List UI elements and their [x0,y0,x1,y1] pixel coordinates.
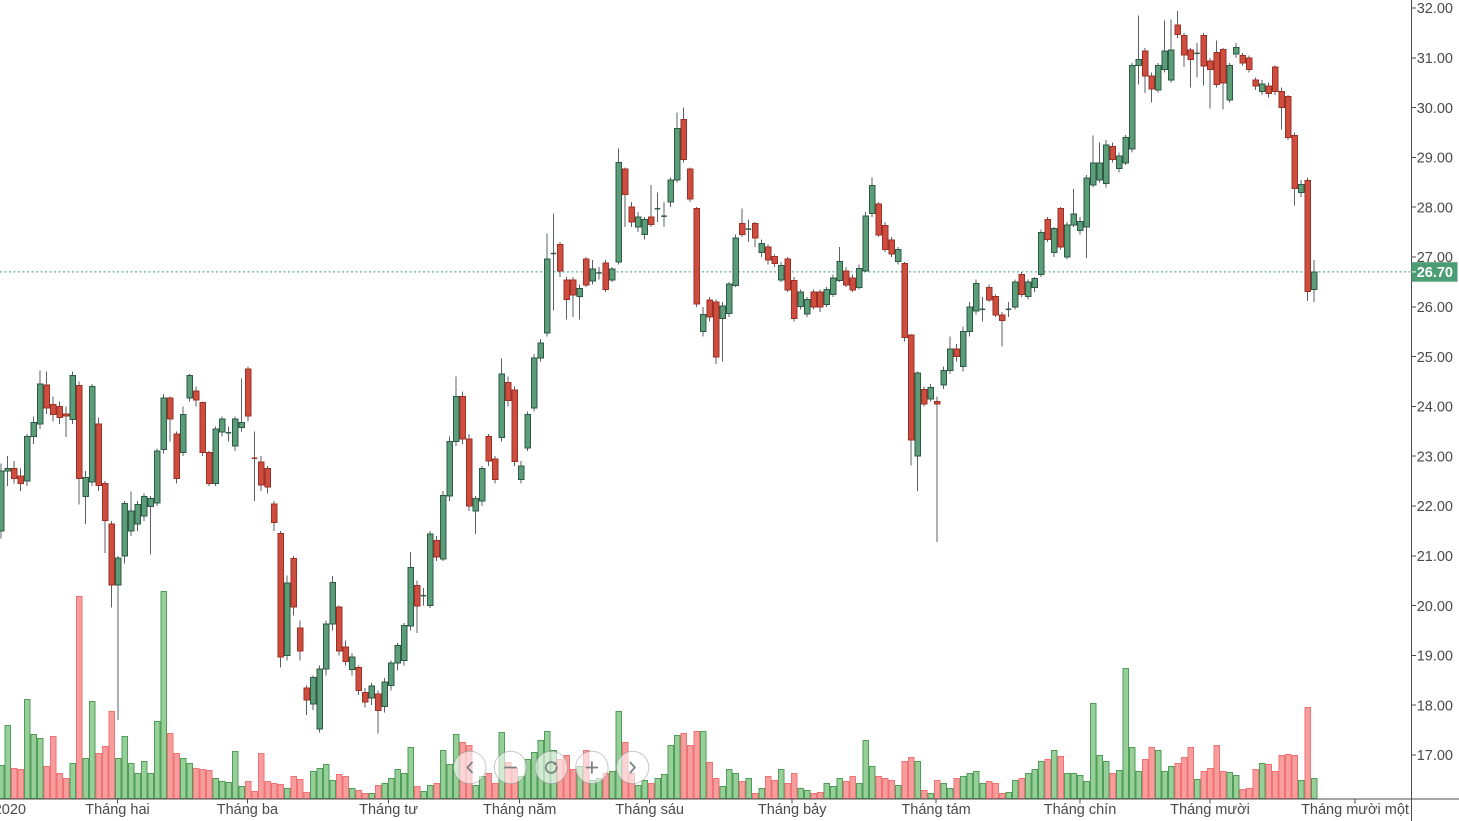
svg-text:Tháng mười một: Tháng mười một [1301,802,1409,818]
svg-text:24.00: 24.00 [1417,400,1453,416]
svg-text:Tháng ba: Tháng ba [217,802,279,818]
svg-text:Tháng bảy: Tháng bảy [758,802,827,818]
svg-text:Tháng mười: Tháng mười [1170,802,1250,818]
svg-text:25.00: 25.00 [1417,350,1453,366]
svg-text:17.00: 17.00 [1417,748,1453,764]
svg-text:Tháng chín: Tháng chín [1044,802,1117,818]
svg-text:2020: 2020 [0,802,26,818]
svg-text:Tháng hai: Tháng hai [85,802,150,818]
svg-text:Tháng tư: Tháng tư [359,802,418,818]
svg-text:19.00: 19.00 [1417,649,1453,665]
svg-text:Tháng sáu: Tháng sáu [615,802,684,818]
svg-text:20.00: 20.00 [1417,599,1453,615]
svg-text:31.00: 31.00 [1417,51,1453,67]
svg-text:29.00: 29.00 [1417,151,1453,167]
svg-text:28.00: 28.00 [1417,200,1453,216]
svg-text:22.00: 22.00 [1417,499,1453,515]
svg-text:30.00: 30.00 [1417,101,1453,117]
svg-text:32.00: 32.00 [1417,1,1453,17]
svg-text:21.00: 21.00 [1417,549,1453,565]
svg-text:Tháng tám: Tháng tám [901,802,970,818]
svg-text:18.00: 18.00 [1417,698,1453,714]
svg-text:Tháng năm: Tháng năm [483,802,556,818]
svg-text:26.70: 26.70 [1417,265,1453,281]
svg-text:26.00: 26.00 [1417,300,1453,316]
svg-text:23.00: 23.00 [1417,449,1453,465]
